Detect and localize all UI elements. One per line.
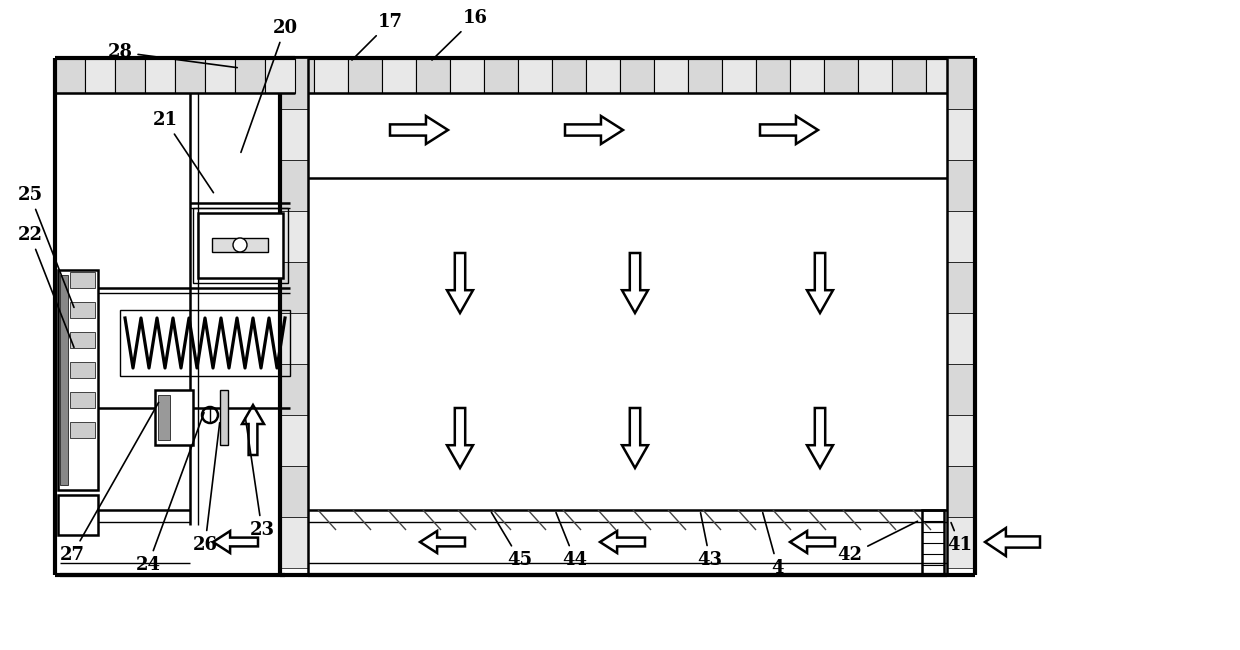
Text: 28: 28 [108,43,237,68]
Bar [86,58,115,93]
Bar [69,362,95,378]
Bar [947,160,975,211]
Bar [858,58,892,93]
Bar [280,58,314,93]
Text: 41: 41 [947,523,972,554]
Bar [58,495,98,535]
Bar [280,364,308,415]
Bar [69,302,95,318]
Bar [55,58,86,93]
Bar [265,58,295,93]
Bar [280,109,308,160]
Bar [825,58,858,93]
Bar [653,58,688,93]
Bar [947,262,975,313]
Bar [193,208,288,283]
Text: 45: 45 [491,512,532,569]
Text: 4: 4 [763,513,784,577]
Bar [198,213,283,278]
Bar [484,58,518,93]
Text: 23: 23 [246,418,274,539]
Bar [58,270,98,490]
Text: 16: 16 [432,9,487,60]
Bar [69,422,95,438]
Bar [280,160,308,211]
Bar [280,313,308,364]
Bar [69,272,95,288]
Text: 20: 20 [241,19,298,152]
Bar [155,390,193,445]
Bar [145,58,175,93]
Bar [620,58,653,93]
Bar [947,415,975,466]
Bar [552,58,587,93]
Circle shape [233,238,247,252]
Text: 44: 44 [556,513,588,569]
Bar [947,211,975,262]
Bar [175,58,205,93]
Bar [212,238,268,252]
Bar [415,58,450,93]
Bar [923,510,944,575]
Text: 17: 17 [352,13,403,60]
Bar [115,58,145,93]
Bar [236,58,265,93]
Bar [892,58,926,93]
Bar [69,332,95,348]
Bar [382,58,415,93]
Bar [280,211,308,262]
Bar [756,58,790,93]
Bar [947,58,975,109]
Text: 26: 26 [192,422,219,554]
Bar [205,58,236,93]
Bar [688,58,722,93]
Bar [947,313,975,364]
Text: 25: 25 [17,186,74,307]
Bar [280,415,308,466]
Text: 21: 21 [153,111,213,192]
Bar [69,392,95,408]
Bar [120,310,290,376]
Bar [947,109,975,160]
Text: 43: 43 [697,513,723,569]
Bar [60,275,68,485]
Bar [348,58,382,93]
Bar [280,466,308,517]
Text: 22: 22 [17,226,74,347]
Bar [790,58,825,93]
Bar [722,58,756,93]
Bar [280,517,308,568]
Text: 42: 42 [837,521,918,564]
Bar [947,364,975,415]
Bar [947,517,975,568]
Bar [280,262,308,313]
Bar [450,58,484,93]
Text: 27: 27 [60,402,159,564]
Bar [219,390,228,445]
Bar [157,395,170,440]
Bar [587,58,620,93]
Text: 24: 24 [135,413,205,574]
Bar [314,58,348,93]
Bar [947,466,975,517]
Bar [280,58,308,109]
Bar [926,58,960,93]
Bar [518,58,552,93]
